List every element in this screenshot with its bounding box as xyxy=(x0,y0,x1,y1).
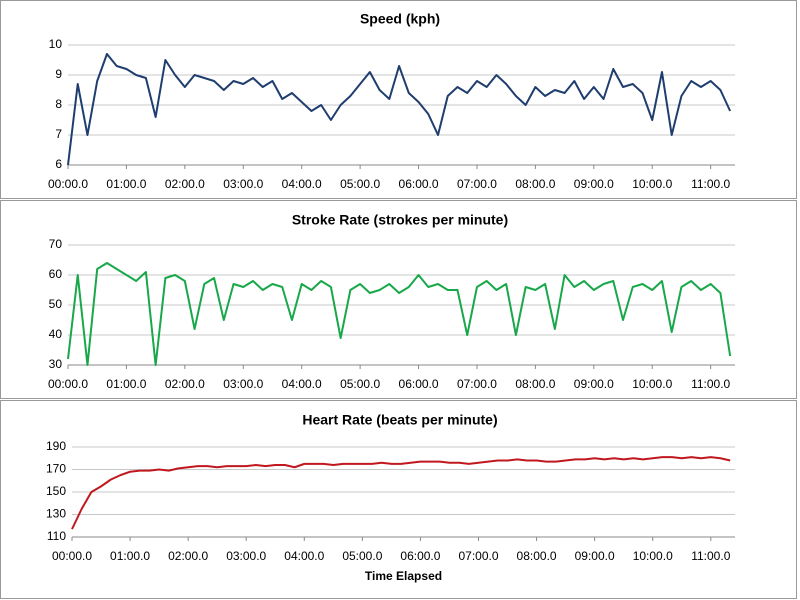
chart-title: Heart Rate (beats per minute) xyxy=(302,412,497,428)
y-tick-label: 150 xyxy=(46,484,66,498)
y-tick-label: 170 xyxy=(46,462,66,476)
x-tick-label: 02:00.0 xyxy=(165,377,205,391)
y-tick-label: 9 xyxy=(55,67,62,81)
x-tick-label: 06:00.0 xyxy=(399,377,439,391)
y-tick-label: 50 xyxy=(49,297,63,311)
data-line xyxy=(71,456,731,530)
x-tick-label: 09:00.0 xyxy=(574,177,614,191)
y-tick-label: 7 xyxy=(55,127,62,141)
y-tick-label: 190 xyxy=(46,439,66,453)
x-tick-label: 04:00.0 xyxy=(284,549,324,563)
x-tick-label: 05:00.0 xyxy=(340,377,380,391)
y-tick-label: 70 xyxy=(49,237,63,251)
panel xyxy=(0,0,797,199)
x-tick-label: 02:00.0 xyxy=(168,549,208,563)
x-tick-label: 00:00.0 xyxy=(48,377,88,391)
y-tick-label: 130 xyxy=(46,507,66,521)
y-tick-label: 60 xyxy=(49,267,63,281)
panel xyxy=(0,200,797,399)
y-tick-label: 40 xyxy=(49,327,63,341)
x-tick-label: 03:00.0 xyxy=(223,377,263,391)
panel xyxy=(0,400,797,599)
x-tick-label: 08:00.0 xyxy=(515,377,555,391)
chart-title: Speed (kph) xyxy=(360,11,440,27)
x-tick-label: 05:00.0 xyxy=(340,177,380,191)
x-tick-label: 07:00.0 xyxy=(457,177,497,191)
x-tick-label: 00:00.0 xyxy=(48,177,88,191)
x-tick-label: 07:00.0 xyxy=(457,377,497,391)
x-tick-label: 04:00.0 xyxy=(282,377,322,391)
data-line xyxy=(67,53,732,166)
x-tick-label: 01:00.0 xyxy=(106,377,146,391)
x-tick-label: 08:00.0 xyxy=(517,549,557,563)
x-tick-label: 03:00.0 xyxy=(223,177,263,191)
x-tick-label: 04:00.0 xyxy=(282,177,322,191)
x-axis-label: Time Elapsed xyxy=(365,569,442,583)
x-tick-label: 11:00.0 xyxy=(691,549,730,563)
data-line xyxy=(67,262,732,366)
x-tick-label: 01:00.0 xyxy=(106,177,146,191)
x-tick-label: 10:00.0 xyxy=(632,377,672,391)
y-tick-label: 10 xyxy=(49,37,63,51)
x-tick-label: 10:00.0 xyxy=(632,177,672,191)
x-tick-label: 11:00.0 xyxy=(691,177,730,191)
x-tick-label: 00:00.0 xyxy=(52,549,92,563)
x-tick-label: 01:00.0 xyxy=(110,549,150,563)
x-tick-label: 06:00.0 xyxy=(399,177,439,191)
x-tick-label: 09:00.0 xyxy=(574,377,614,391)
x-tick-label: 03:00.0 xyxy=(226,549,266,563)
x-tick-label: 10:00.0 xyxy=(633,549,673,563)
y-tick-label: 6 xyxy=(55,157,62,171)
x-tick-label: 06:00.0 xyxy=(400,549,440,563)
y-tick-label: 8 xyxy=(55,97,62,111)
x-tick-label: 09:00.0 xyxy=(575,549,615,563)
x-tick-label: 08:00.0 xyxy=(515,177,555,191)
y-tick-label: 30 xyxy=(49,357,63,371)
chart-title: Stroke Rate (strokes per minute) xyxy=(292,212,508,228)
x-tick-label: 11:00.0 xyxy=(691,377,730,391)
y-tick-label: 110 xyxy=(47,529,66,543)
x-tick-label: 07:00.0 xyxy=(458,549,498,563)
x-tick-label: 05:00.0 xyxy=(342,549,382,563)
x-tick-label: 02:00.0 xyxy=(165,177,205,191)
